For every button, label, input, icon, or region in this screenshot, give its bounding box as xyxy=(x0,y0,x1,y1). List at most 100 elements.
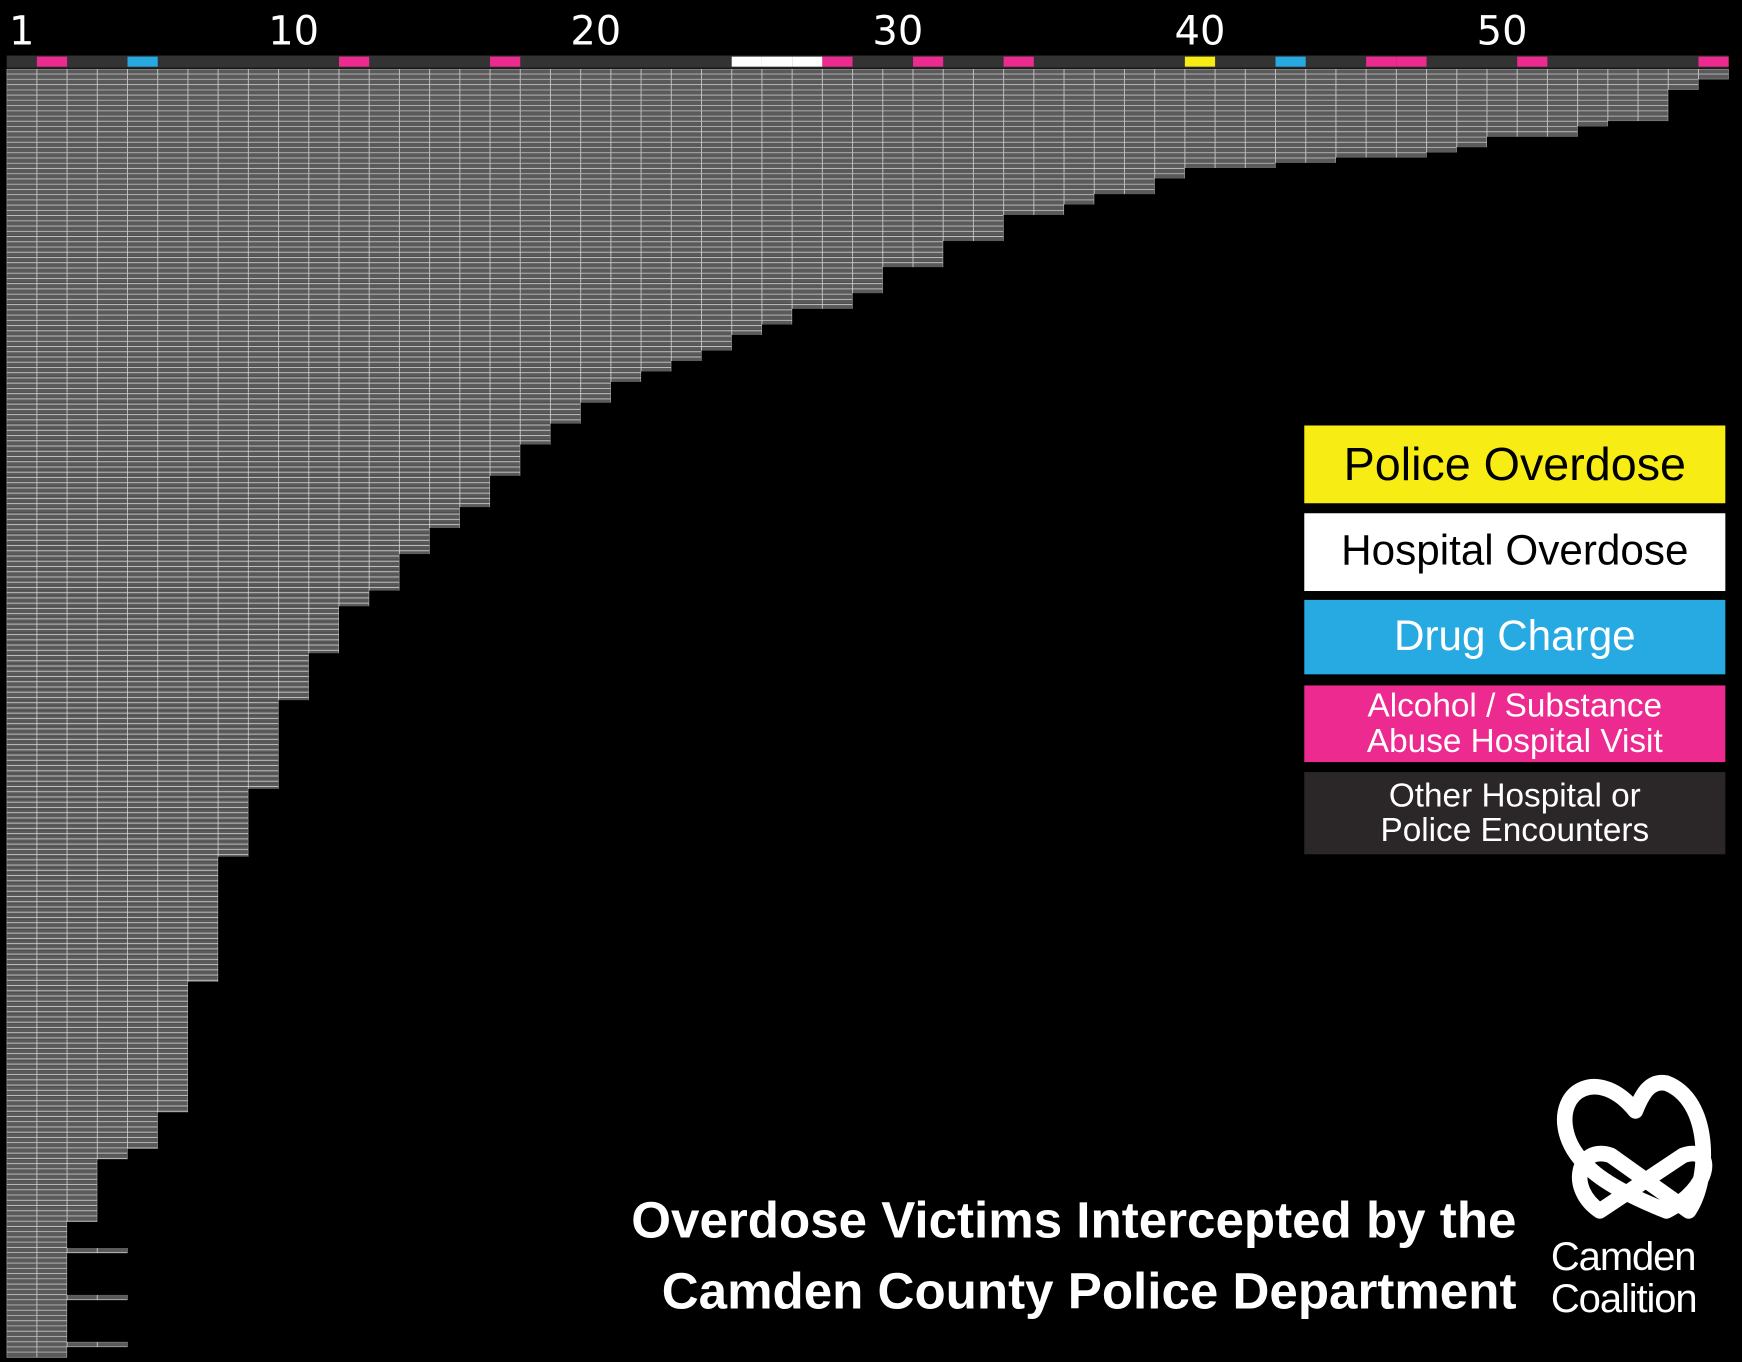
victim-row xyxy=(6,1018,188,1024)
encounter-marker xyxy=(792,56,823,67)
victim-row xyxy=(6,621,339,628)
victim-row xyxy=(6,121,1608,127)
victim-row xyxy=(6,778,279,784)
victim-row xyxy=(6,241,944,247)
victim-row xyxy=(6,392,611,398)
victim-row xyxy=(6,1044,188,1050)
victim-row xyxy=(6,1305,68,1311)
victim-row xyxy=(6,282,883,289)
victim-row xyxy=(6,157,1336,163)
victim-row xyxy=(6,1039,188,1045)
victim-row xyxy=(6,976,219,982)
victim-row xyxy=(6,319,793,325)
victim-row xyxy=(6,1279,68,1285)
victim-row xyxy=(6,893,219,899)
victim-row xyxy=(6,1023,188,1029)
victim-row xyxy=(6,1253,68,1259)
victim-row xyxy=(6,856,219,862)
victim-row xyxy=(6,637,339,643)
victim-row xyxy=(6,1101,188,1108)
victim-row xyxy=(6,387,611,393)
victim-row xyxy=(6,929,219,935)
victim-row xyxy=(6,188,1155,195)
x-tick-label: 50 xyxy=(1477,8,1528,54)
victim-row xyxy=(6,214,1004,221)
victim-row xyxy=(6,1232,68,1238)
victim-row xyxy=(6,830,249,836)
victim-row xyxy=(6,867,219,873)
victim-row xyxy=(6,767,279,774)
victim-row xyxy=(6,288,883,294)
victim-row xyxy=(6,950,219,956)
victim-row xyxy=(6,898,219,904)
x-tick-label: 20 xyxy=(570,8,621,54)
encounter-marker xyxy=(1003,56,1034,67)
victim-row xyxy=(6,439,551,445)
victim-row xyxy=(6,820,249,826)
victim-row xyxy=(6,616,339,622)
victim-row xyxy=(6,1143,158,1149)
victim-row xyxy=(6,355,702,362)
victim-row xyxy=(6,152,1427,158)
victim-row xyxy=(6,371,642,377)
victim-row xyxy=(6,762,279,768)
victim-row xyxy=(6,324,762,330)
victim-row xyxy=(6,887,219,894)
victim-row xyxy=(6,277,883,283)
victim-row xyxy=(6,428,551,435)
victim-row xyxy=(6,220,1004,226)
legend-police-overdose: Police Overdose xyxy=(1304,425,1726,504)
victim-row xyxy=(6,924,219,930)
victim-row xyxy=(6,408,581,414)
x-tick-label: 40 xyxy=(1175,8,1226,54)
victim-row xyxy=(6,872,219,878)
victim-row xyxy=(6,74,1729,80)
encounter-marker xyxy=(1184,56,1216,67)
victim-row xyxy=(6,350,702,356)
victim-row xyxy=(6,966,219,972)
logo-text: Camden Coalition xyxy=(1550,1233,1698,1321)
legend-drug-charge: Drug Charge xyxy=(1304,599,1726,675)
victim-row xyxy=(6,642,339,649)
victim-row xyxy=(6,507,460,513)
victim-row xyxy=(6,89,1669,95)
victim-row xyxy=(6,470,521,476)
victim-row xyxy=(6,653,309,659)
victim-row xyxy=(6,100,1669,106)
victim-row xyxy=(6,1274,68,1280)
victim-row xyxy=(6,809,249,815)
victim-row xyxy=(6,533,430,539)
victim-row xyxy=(6,496,491,502)
victim-row xyxy=(6,601,370,607)
victim-row xyxy=(6,1247,128,1254)
encounter-marker xyxy=(490,56,521,67)
victim-row xyxy=(6,314,793,320)
x-tick-label: 10 xyxy=(268,8,319,54)
victim-row xyxy=(6,1237,68,1243)
victim-row xyxy=(6,559,400,565)
victim-row xyxy=(6,298,853,304)
encounter-marker xyxy=(1698,56,1729,67)
victim-row xyxy=(6,835,249,842)
victim-row xyxy=(6,1086,188,1092)
victim-row xyxy=(6,679,309,685)
victim-row xyxy=(6,199,1095,205)
victim-row xyxy=(6,512,460,518)
victim-row xyxy=(6,914,219,920)
victim-row xyxy=(6,940,219,946)
victim-row xyxy=(6,413,581,419)
victim-row xyxy=(6,141,1487,148)
victim-row xyxy=(6,126,1578,132)
encounter-marker xyxy=(1517,56,1548,67)
logo-heart xyxy=(1557,1074,1713,1219)
victim-row xyxy=(6,173,1185,179)
victim-row xyxy=(6,1201,98,1207)
victim-row xyxy=(6,1013,188,1019)
victim-row xyxy=(6,136,1487,142)
victim-row xyxy=(6,105,1669,111)
victim-row xyxy=(6,674,309,680)
victim-row xyxy=(6,1133,158,1139)
victim-row xyxy=(6,1221,68,1228)
victim-row xyxy=(6,788,249,795)
